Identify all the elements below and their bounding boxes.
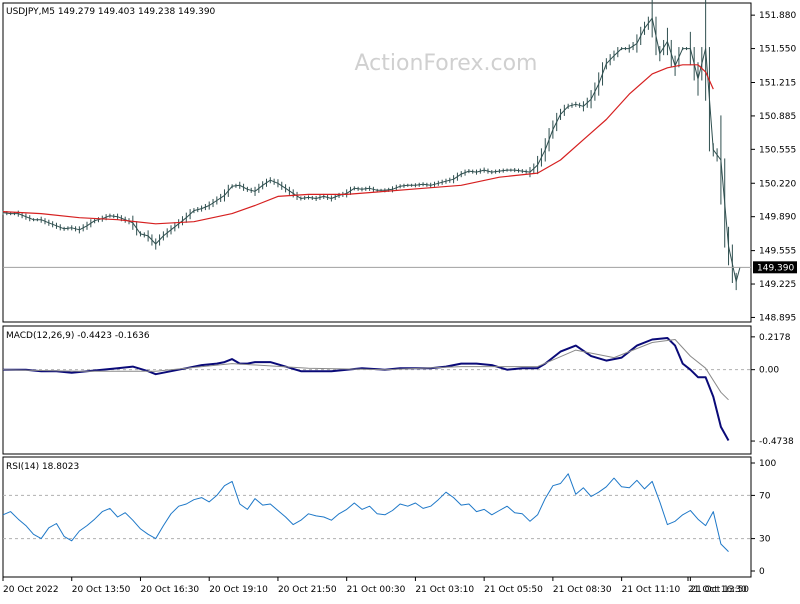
price-series-group <box>2 0 741 291</box>
x-tick-label: 21 Oct 13:50 <box>690 585 749 595</box>
price-ytick-label: 151.550 <box>759 45 796 55</box>
x-tick-label: 20 Oct 13:50 <box>72 585 131 595</box>
current-price-group: 149.390 <box>3 261 797 274</box>
price-ytick-label: 149.890 <box>759 213 796 223</box>
macd-ytick-label: 0.00 <box>759 366 779 376</box>
rsi-ytick-label: 70 <box>759 491 771 501</box>
rsi-ytick-label: 100 <box>759 459 776 469</box>
macd-ytick-label: -0.4738 <box>759 437 794 447</box>
x-tick-label: 20 Oct 21:50 <box>278 585 337 595</box>
macd-pane-frame[interactable] <box>2 325 752 455</box>
rsi-pane-title: RSI(14) 18.8023 <box>6 462 79 472</box>
macd-series-signal <box>2 339 729 401</box>
x-tick-label: 21 Oct 11:10 <box>622 585 681 595</box>
price-ytick-label: 149.555 <box>759 247 796 257</box>
price-pane-title: USDJPY,M5 149.279 149.403 149.238 149.39… <box>6 7 216 17</box>
x-tick-label: 21 Oct 00:30 <box>347 585 406 595</box>
price-y-axis: 151.880 151.550 151.215 150.885 150.555 150.2… <box>751 11 796 323</box>
x-tick-label: 21 Oct 16:30 <box>688 585 747 595</box>
price-ytick-label: 149.225 <box>759 280 796 290</box>
current-price-box <box>753 261 797 274</box>
price-ytick-label: 151.880 <box>759 11 796 21</box>
price-series-moving-average <box>2 64 714 225</box>
time-axis: 20 Oct 2022 20 Oct 13:50 20 Oct 16:30 20 Oc… <box>2 577 749 595</box>
rsi-y-axis: 100 70 30 0 <box>3 459 776 577</box>
price-ytick-label: 151.215 <box>759 78 796 88</box>
price-ytick-label: 150.555 <box>759 145 796 155</box>
rsi-ytick-label: 30 <box>759 535 771 545</box>
x-tick-label: 20 Oct 19:10 <box>209 585 268 595</box>
x-tick-label: 21 Oct 08:30 <box>553 585 612 595</box>
x-tick-label: 21 Oct 05:50 <box>484 585 543 595</box>
rsi-series-rsi <box>2 473 729 552</box>
watermark: ActionForex.com <box>355 51 538 76</box>
x-tick-label: 20 Oct 16:30 <box>140 585 199 595</box>
rsi-series-group <box>2 473 729 552</box>
macd-series-group <box>2 337 730 441</box>
price-pane-frame[interactable] <box>2 2 752 323</box>
price-ytick-label: 150.220 <box>759 179 796 189</box>
macd-ytick-label: 0.2178 <box>759 333 791 343</box>
macd-pane-title: MACD(12,26,9) -0.4423 -0.1636 <box>6 331 150 341</box>
rsi-pane-frame[interactable] <box>2 456 752 578</box>
price-ytick-label: 148.895 <box>759 313 796 323</box>
x-tick-label: 20 Oct 2022 <box>3 585 59 595</box>
price-ytick-label: 150.885 <box>759 112 796 122</box>
rsi-ytick-label: 0 <box>759 567 765 577</box>
current-price-label: 149.390 <box>757 263 794 273</box>
x-tick-label: 21 Oct 03:10 <box>415 585 474 595</box>
